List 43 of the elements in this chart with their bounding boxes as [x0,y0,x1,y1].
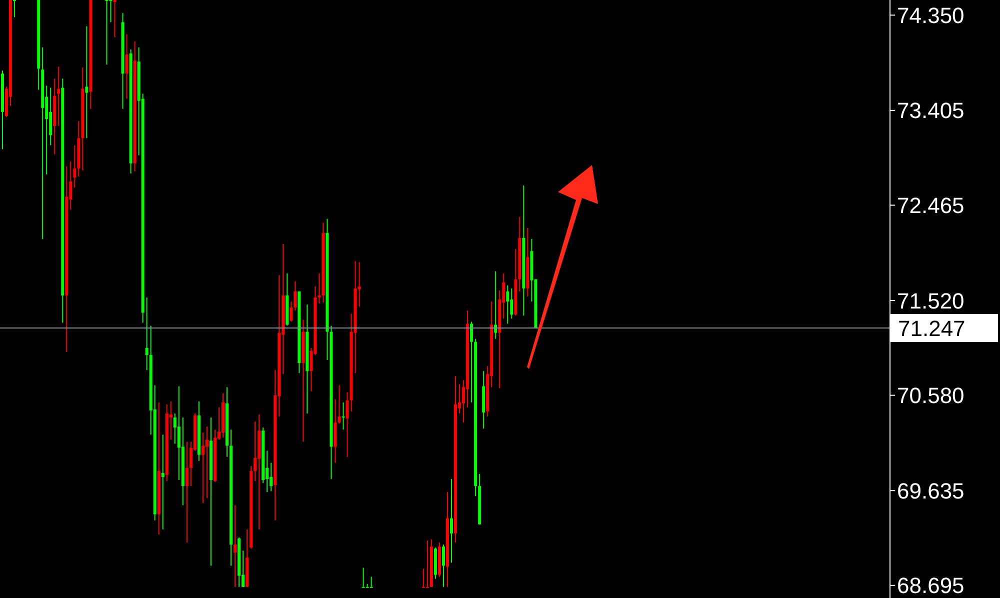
candlestick [113,0,116,38]
candlestick [422,568,425,588]
candlestick [290,301,293,322]
candlestick [294,280,297,312]
candlestick [426,540,429,588]
candlestick [109,0,112,23]
candlestick [85,26,88,139]
candlestick [205,426,208,499]
ref-line-label: 71.247 [898,316,966,342]
candlestick [270,462,273,492]
candlestick [342,402,345,430]
candlestick [494,270,498,340]
y-tick-label: 70.580 [897,383,964,408]
y-tick-label: 72.465 [897,193,964,218]
candlestick [370,576,373,588]
candlestick [13,0,16,18]
candlestick [366,583,369,588]
y-tick-label: 71.520 [897,288,964,314]
candlestick [173,412,176,444]
candlestick [362,567,365,588]
candlestick [57,66,60,127]
candlestick [105,0,108,66]
candlestick [161,434,164,530]
candlestick [201,432,204,504]
candlestick [442,544,445,588]
candlestick [338,384,341,424]
candlestick [506,284,510,324]
y-tick-label: 73.405 [897,98,964,124]
y-tick-label: 74.350 [897,2,964,28]
candlestick [125,34,128,100]
candlestick [145,296,148,371]
candlestick [450,478,454,564]
candlestick [185,441,188,544]
candlestick [510,288,514,320]
y-tick-label: 68.695 [897,573,964,598]
candlestick [318,272,321,304]
candlestick [49,87,52,146]
y-tick-label: 69.635 [897,478,964,504]
candlestick [346,392,349,458]
candlestick [470,321,474,403]
candlestick [254,421,257,482]
candlestick [234,504,237,588]
candlestick [73,144,76,188]
